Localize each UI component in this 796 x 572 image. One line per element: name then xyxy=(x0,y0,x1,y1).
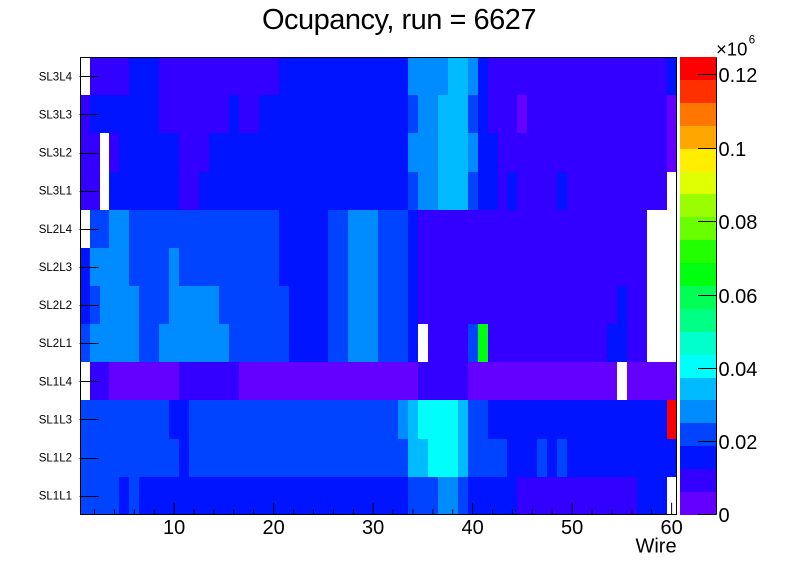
svg-text:0.02: 0.02 xyxy=(719,432,758,454)
svg-text:SL1L2: SL1L2 xyxy=(39,453,72,465)
svg-text:SL3L1: SL3L1 xyxy=(39,186,72,198)
svg-text:SL1L1: SL1L1 xyxy=(39,491,72,503)
svg-text:40: 40 xyxy=(461,517,483,539)
svg-text:SL2L4: SL2L4 xyxy=(39,224,73,236)
svg-text:×10: ×10 xyxy=(716,38,747,59)
svg-text:SL3L2: SL3L2 xyxy=(39,148,72,160)
svg-text:SL3L3: SL3L3 xyxy=(39,109,72,121)
svg-text:SL3L4: SL3L4 xyxy=(39,71,73,83)
svg-text:SL1L3: SL1L3 xyxy=(39,414,72,426)
svg-text:0: 0 xyxy=(719,505,730,527)
svg-text:50: 50 xyxy=(561,517,583,539)
svg-text:60: 60 xyxy=(660,517,682,539)
svg-text:0.1: 0.1 xyxy=(719,139,747,161)
svg-text:6: 6 xyxy=(749,34,755,46)
svg-text:SL1L4: SL1L4 xyxy=(39,376,73,388)
svg-text:30: 30 xyxy=(362,517,384,539)
svg-text:0.06: 0.06 xyxy=(719,286,758,308)
svg-text:10: 10 xyxy=(163,517,185,539)
svg-text:Wire: Wire xyxy=(635,536,676,558)
svg-text:SL2L2: SL2L2 xyxy=(39,300,72,312)
svg-text:SL2L1: SL2L1 xyxy=(39,338,72,350)
svg-text:SL2L3: SL2L3 xyxy=(39,262,72,274)
svg-text:0.08: 0.08 xyxy=(719,212,758,234)
svg-text:0.12: 0.12 xyxy=(719,65,758,87)
svg-text:Ocupancy, run = 6627: Ocupancy, run = 6627 xyxy=(262,4,536,36)
svg-text:20: 20 xyxy=(262,517,284,539)
svg-text:0.04: 0.04 xyxy=(719,359,758,381)
